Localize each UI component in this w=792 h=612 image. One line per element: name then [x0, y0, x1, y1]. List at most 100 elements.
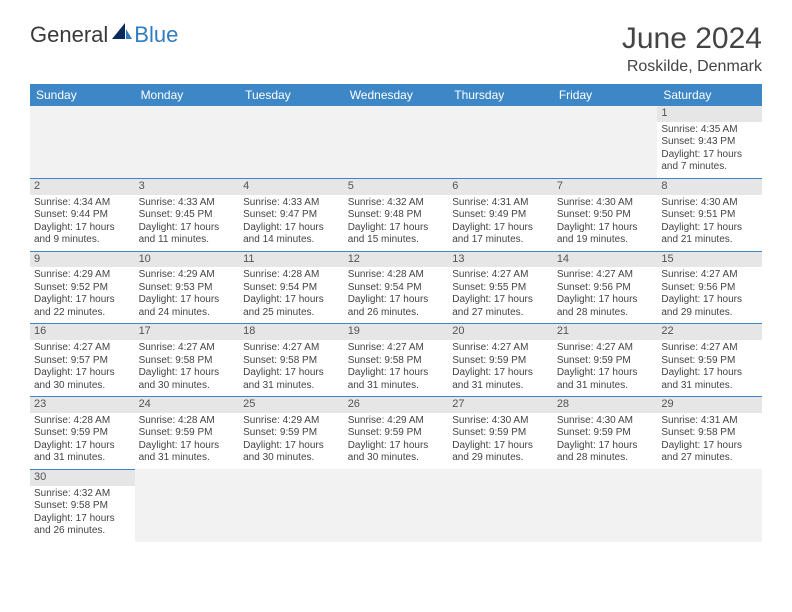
day-number: 3 [135, 179, 240, 195]
sunset-text: Sunset: 9:56 PM [661, 282, 758, 295]
sunset-text: Sunset: 9:48 PM [348, 209, 445, 222]
day-number: 15 [657, 252, 762, 268]
calendar-day-empty [553, 106, 658, 178]
calendar-day: 12Sunrise: 4:28 AMSunset: 9:54 PMDayligh… [344, 251, 449, 324]
daylight-text: Daylight: 17 hours [34, 367, 131, 380]
calendar-week: 16Sunrise: 4:27 AMSunset: 9:57 PMDayligh… [30, 324, 762, 397]
daylight-text: and 11 minutes. [139, 234, 236, 247]
sunrise-text: Sunrise: 4:33 AM [139, 197, 236, 210]
calendar-day: 10Sunrise: 4:29 AMSunset: 9:53 PMDayligh… [135, 251, 240, 324]
sunrise-text: Sunrise: 4:31 AM [452, 197, 549, 210]
sunset-text: Sunset: 9:58 PM [661, 427, 758, 440]
daylight-text: Daylight: 17 hours [452, 294, 549, 307]
daylight-text: and 30 minutes. [139, 380, 236, 393]
calendar-day-empty [239, 106, 344, 178]
sunset-text: Sunset: 9:45 PM [139, 209, 236, 222]
day-number: 24 [135, 397, 240, 413]
sunset-text: Sunset: 9:56 PM [557, 282, 654, 295]
calendar-day: 4Sunrise: 4:33 AMSunset: 9:47 PMDaylight… [239, 178, 344, 251]
calendar-day: 16Sunrise: 4:27 AMSunset: 9:57 PMDayligh… [30, 324, 135, 397]
sunset-text: Sunset: 9:53 PM [139, 282, 236, 295]
daylight-text: Daylight: 17 hours [661, 222, 758, 235]
daylight-text: and 31 minutes. [139, 452, 236, 465]
day-number: 10 [135, 252, 240, 268]
sunset-text: Sunset: 9:47 PM [243, 209, 340, 222]
daylight-text: Daylight: 17 hours [557, 222, 654, 235]
daylight-text: Daylight: 17 hours [557, 440, 654, 453]
sunset-text: Sunset: 9:55 PM [452, 282, 549, 295]
day-header-row: SundayMondayTuesdayWednesdayThursdayFrid… [30, 84, 762, 106]
day-number: 13 [448, 252, 553, 268]
sunrise-text: Sunrise: 4:30 AM [557, 415, 654, 428]
calendar-day: 3 Sunrise: 4:33 AMSunset: 9:45 PMDaylight… [135, 178, 240, 251]
daylight-text: and 31 minutes. [348, 380, 445, 393]
daylight-text: Daylight: 17 hours [348, 222, 445, 235]
day-number: 18 [239, 324, 344, 340]
daylight-text: and 31 minutes. [452, 380, 549, 393]
daylight-text: Daylight: 17 hours [243, 294, 340, 307]
calendar-day: 9Sunrise: 4:29 AMSunset: 9:52 PMDaylight… [30, 251, 135, 324]
sunrise-text: Sunrise: 4:28 AM [34, 415, 131, 428]
sail-icon [112, 23, 132, 39]
daylight-text: Daylight: 17 hours [34, 222, 131, 235]
daylight-text: Daylight: 17 hours [452, 222, 549, 235]
day-number: 1 [657, 106, 762, 122]
sunset-text: Sunset: 9:51 PM [661, 209, 758, 222]
day-number: 16 [30, 324, 135, 340]
daylight-text: and 29 minutes. [661, 307, 758, 320]
day-number: 11 [239, 252, 344, 268]
calendar-day: 7Sunrise: 4:30 AMSunset: 9:50 PMDaylight… [553, 178, 658, 251]
daylight-text: Daylight: 17 hours [661, 294, 758, 307]
daylight-text: and 7 minutes. [661, 161, 758, 174]
daylight-text: and 22 minutes. [34, 307, 131, 320]
daylight-text: Daylight: 17 hours [661, 440, 758, 453]
daylight-text: and 26 minutes. [348, 307, 445, 320]
daylight-text: and 27 minutes. [452, 307, 549, 320]
sunset-text: Sunset: 9:58 PM [348, 355, 445, 368]
sunrise-text: Sunrise: 4:32 AM [34, 488, 131, 501]
daylight-text: Daylight: 17 hours [243, 440, 340, 453]
calendar-day: 28Sunrise: 4:30 AMSunset: 9:59 PMDayligh… [553, 397, 658, 470]
page-title: June 2024 [622, 22, 762, 56]
sunrise-text: Sunrise: 4:27 AM [661, 342, 758, 355]
day-number: 7 [553, 179, 658, 195]
day-number: 19 [344, 324, 449, 340]
daylight-text: Daylight: 17 hours [452, 367, 549, 380]
sunset-text: Sunset: 9:58 PM [139, 355, 236, 368]
sunrise-text: Sunrise: 4:35 AM [661, 124, 758, 137]
sunset-text: Sunset: 9:59 PM [452, 427, 549, 440]
calendar-day: 20Sunrise: 4:27 AMSunset: 9:59 PMDayligh… [448, 324, 553, 397]
sunset-text: Sunset: 9:59 PM [139, 427, 236, 440]
daylight-text: and 31 minutes. [34, 452, 131, 465]
day-header: Sunday [30, 84, 135, 106]
day-number: 27 [448, 397, 553, 413]
sunrise-text: Sunrise: 4:33 AM [243, 197, 340, 210]
calendar-day: 29Sunrise: 4:31 AMSunset: 9:58 PMDayligh… [657, 397, 762, 470]
sunrise-text: Sunrise: 4:34 AM [34, 197, 131, 210]
day-number: 21 [553, 324, 658, 340]
sunset-text: Sunset: 9:52 PM [34, 282, 131, 295]
sunrise-text: Sunrise: 4:27 AM [661, 269, 758, 282]
daylight-text: Daylight: 17 hours [348, 440, 445, 453]
daylight-text: Daylight: 17 hours [557, 367, 654, 380]
daylight-text: and 30 minutes. [348, 452, 445, 465]
sunset-text: Sunset: 9:54 PM [243, 282, 340, 295]
calendar-day-empty [657, 469, 762, 541]
daylight-text: and 31 minutes. [557, 380, 654, 393]
day-header: Wednesday [344, 84, 449, 106]
calendar-week: 30Sunrise: 4:32 AMSunset: 9:58 PMDayligh… [30, 469, 762, 541]
calendar-day: 22Sunrise: 4:27 AMSunset: 9:59 PMDayligh… [657, 324, 762, 397]
sunrise-text: Sunrise: 4:27 AM [452, 342, 549, 355]
day-number: 17 [135, 324, 240, 340]
daylight-text: and 14 minutes. [243, 234, 340, 247]
daylight-text: Daylight: 17 hours [348, 294, 445, 307]
calendar-day: 23Sunrise: 4:28 AMSunset: 9:59 PMDayligh… [30, 397, 135, 470]
day-number: 25 [239, 397, 344, 413]
sunset-text: Sunset: 9:59 PM [452, 355, 549, 368]
calendar-day: 14Sunrise: 4:27 AMSunset: 9:56 PMDayligh… [553, 251, 658, 324]
day-header: Thursday [448, 84, 553, 106]
day-number: 22 [657, 324, 762, 340]
sunrise-text: Sunrise: 4:29 AM [34, 269, 131, 282]
daylight-text: Daylight: 17 hours [139, 222, 236, 235]
daylight-text: and 31 minutes. [661, 380, 758, 393]
